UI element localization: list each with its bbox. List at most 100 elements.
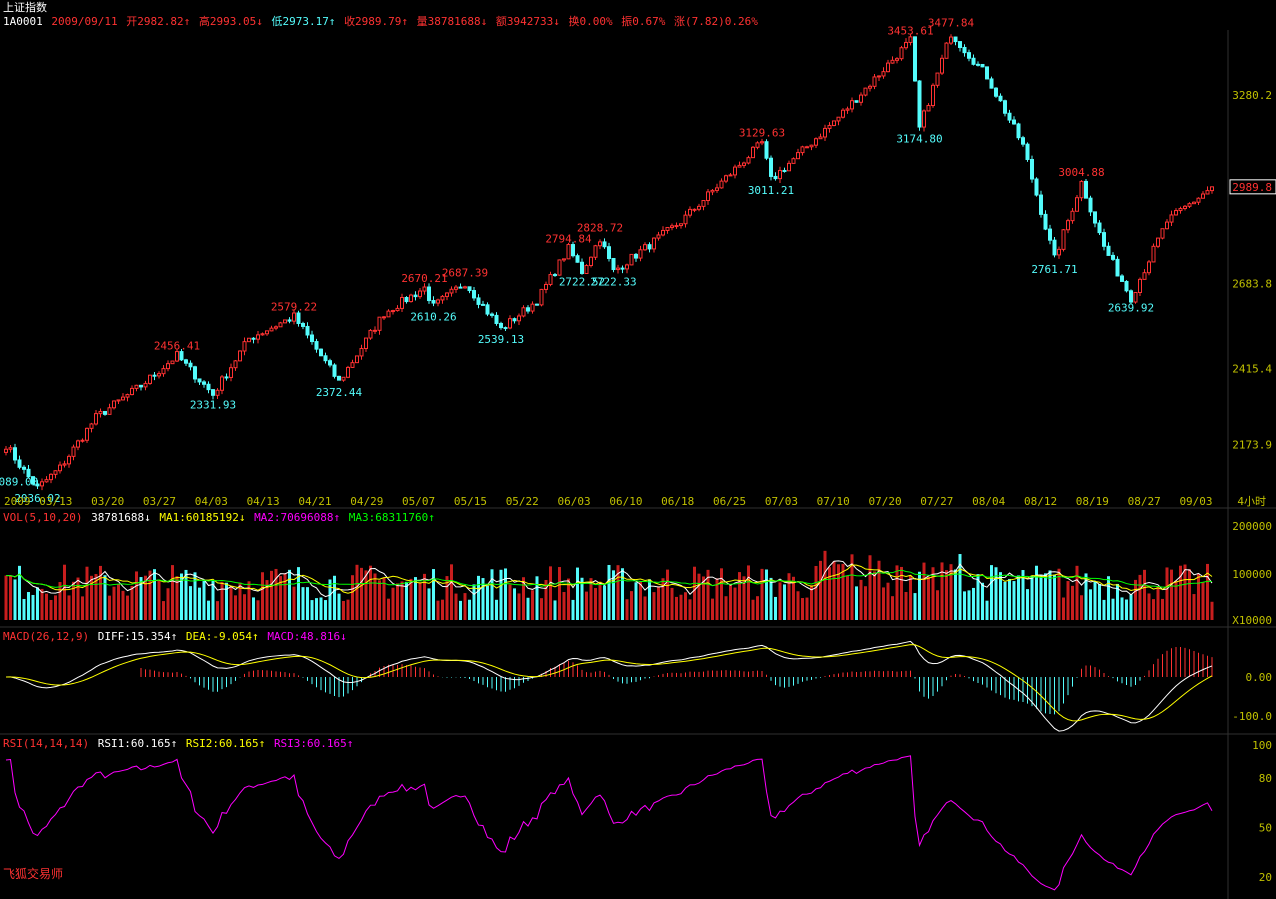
volume-bar <box>999 572 1002 620</box>
vol-axis-label: 100000 <box>1232 568 1272 581</box>
candle-body <box>913 36 917 82</box>
volume-bar <box>994 567 998 620</box>
volume-bar <box>391 587 395 620</box>
candle-body <box>44 479 49 483</box>
volume-bar <box>1107 576 1110 620</box>
volume-bar <box>499 569 503 620</box>
price-annotation: 2579.22 <box>271 301 317 314</box>
volume-bar <box>769 577 773 620</box>
volume-bar <box>328 579 332 620</box>
candle-body <box>998 95 1003 102</box>
price-annotation: 2794.84 <box>545 232 592 245</box>
price-axis-label: 2683.8 <box>1232 277 1272 290</box>
volume-bar <box>409 578 413 620</box>
volume-bar <box>571 599 575 620</box>
candle-body <box>1183 205 1187 210</box>
volume-bar <box>180 573 183 620</box>
candle-body <box>1079 180 1084 199</box>
date-axis-label: 07/20 <box>868 495 901 508</box>
volume-bar <box>922 562 926 620</box>
candle-body <box>926 105 931 112</box>
volume-bar <box>81 596 84 620</box>
volume-bar <box>130 585 134 620</box>
close: 收2989.79↑ <box>344 15 409 28</box>
candle-body <box>908 36 913 43</box>
candle-body <box>22 466 26 470</box>
volume-bar <box>1174 580 1178 620</box>
candle-body <box>283 319 287 324</box>
volume-bar <box>801 598 804 620</box>
candle-body <box>76 440 80 448</box>
candle-body <box>409 294 413 303</box>
candle-body <box>1210 186 1214 192</box>
volume-bar <box>675 596 678 620</box>
candle-body <box>953 36 958 43</box>
candle-body <box>553 274 557 277</box>
volume-bar <box>396 583 399 620</box>
volume-bar <box>108 595 111 620</box>
candle-body <box>521 307 526 317</box>
volume-bar <box>747 565 750 620</box>
candle-body <box>188 362 193 368</box>
volume-bar <box>454 593 458 620</box>
volume-bar <box>162 601 165 620</box>
price-annotation: 2456.41 <box>154 339 200 352</box>
vol-axis-label: 200000 <box>1232 520 1272 533</box>
volume-bar <box>373 573 377 620</box>
candle-body <box>269 327 274 332</box>
volume-bar <box>927 576 930 620</box>
candle-body <box>481 303 485 306</box>
volume-bar <box>724 596 728 620</box>
volume-bar <box>585 591 588 620</box>
volume-bar <box>49 599 53 620</box>
candle-body <box>683 214 688 225</box>
candle-body <box>827 124 832 129</box>
candle-body <box>476 297 481 305</box>
volume: 量38781688↓ <box>416 15 488 28</box>
candle-body <box>692 208 697 211</box>
volume-bar <box>1125 599 1128 620</box>
volume-bar <box>306 587 309 620</box>
volume-bar <box>877 560 881 620</box>
rsi-axis-label: 50 <box>1259 822 1272 835</box>
candle-body <box>1174 210 1178 216</box>
candle-body <box>1129 290 1133 303</box>
volume-bar <box>958 554 962 620</box>
candle-body <box>13 447 17 461</box>
candle-body <box>643 244 647 251</box>
volume-bar <box>967 590 971 620</box>
rsi-header: RSI(14,14,14) RSI1:60.165↑ RSI2:60.165↑ … <box>3 737 355 750</box>
volume-bar <box>751 599 755 620</box>
volume-bar <box>139 577 143 620</box>
volume-bar <box>1089 589 1092 620</box>
volume-bar <box>693 566 696 620</box>
volume-bar <box>355 564 359 620</box>
candle-body <box>895 58 899 61</box>
volume-bar <box>67 595 71 620</box>
candle-body <box>548 274 553 285</box>
volume-bar <box>1057 568 1061 620</box>
date-axis-label: 04/03 <box>195 495 228 508</box>
candle-body <box>1093 211 1097 224</box>
candle-body <box>787 162 791 172</box>
date-axis-label: 03/20 <box>91 495 124 508</box>
volume-bar <box>27 592 30 620</box>
candle-body <box>215 389 220 396</box>
candle-body <box>647 244 652 250</box>
volume-bar <box>553 600 557 620</box>
volume-bar <box>166 588 170 620</box>
volume-bar <box>144 575 147 620</box>
amount: 额3942733↓ <box>495 15 560 28</box>
volume-bar <box>207 600 210 620</box>
candle-body <box>1007 112 1012 121</box>
candle-body <box>670 225 674 228</box>
price-annotation: 2828.72 <box>577 222 623 235</box>
volume-bar <box>1066 581 1070 620</box>
volume-bar <box>990 565 993 620</box>
volume-bar <box>823 550 827 620</box>
volume-bar <box>508 584 512 620</box>
candle-body <box>872 76 877 87</box>
volume-bar <box>963 591 966 620</box>
volume-bar <box>1102 599 1106 620</box>
